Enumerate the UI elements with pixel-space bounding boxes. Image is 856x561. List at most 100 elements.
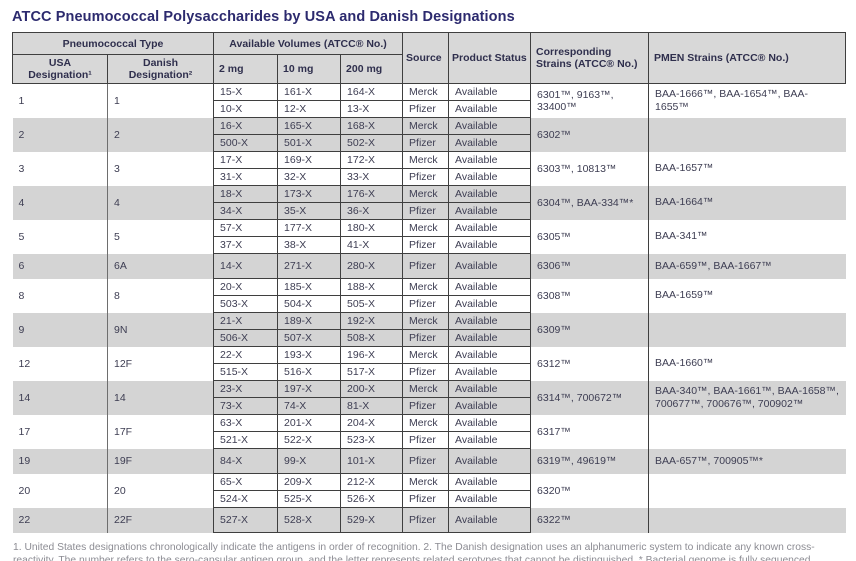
cell-pmen-strains: BAA-1666™, BAA-1654™, BAA-1655™ — [648, 83, 846, 118]
cell-danish-designation: 12F — [107, 346, 215, 381]
cell-corresponding-strains: 6306™ — [530, 253, 650, 279]
cell-volume-2mg: 15-X — [213, 83, 279, 101]
cell-volume-2mg: 63-X — [213, 414, 279, 432]
table-row: 34-X 35-X 36-X Pfizer Available — [13, 202, 846, 220]
cell-source: Pfizer — [402, 295, 450, 313]
table-row: 4 4 18-X 173-X 176-X Merck Available 6304™, BAA… — [12, 185, 846, 220]
cell-volume-200mg: 529-X — [340, 507, 404, 533]
cell-volume-2mg: 73-X — [213, 397, 279, 415]
cell-volume-10mg: 74-X — [277, 397, 342, 415]
cell-volume-2mg: 503-X — [213, 295, 279, 313]
cell-volume-10mg: 12-X — [277, 100, 342, 118]
table-row: 12 12F 22-X 193-X 196-X Merck Available 6312™ BA… — [12, 346, 846, 381]
cell-volume-10mg: 507-X — [277, 329, 342, 347]
table-body: 1 1 15-X 161-X 164-X Merck Available 6301™, 916… — [12, 83, 846, 533]
cell-corresponding-strains: 6309™ — [530, 312, 650, 347]
cell-volume-200mg: 164-X — [340, 83, 404, 101]
header-available-volumes: Available Volumes (ATCC® No.) — [213, 32, 404, 55]
cell-volume-10mg: 209-X — [277, 473, 342, 491]
pneumococcal-table: Pneumococcal Type Available Volumes (ATC… — [11, 32, 847, 533]
cell-product-status: Available — [448, 397, 532, 415]
cell-source: Pfizer — [402, 448, 450, 474]
cell-product-status: Available — [448, 202, 532, 220]
cell-product-status: Available — [448, 83, 532, 101]
cell-corresponding-strains: 6303™, 10813™ — [530, 151, 650, 186]
cell-volume-10mg: 185-X — [277, 278, 342, 296]
cell-pmen-strains — [648, 117, 846, 152]
cell-source: Pfizer — [402, 397, 450, 415]
cell-source: Merck — [402, 346, 450, 364]
cell-source: Pfizer — [402, 134, 450, 152]
cell-corresponding-strains: 6319™, 49619™ — [530, 448, 650, 474]
cell-volume-200mg: 280-X — [340, 253, 404, 279]
cell-product-status: Available — [448, 312, 532, 330]
cell-source: Merck — [402, 312, 450, 330]
cell-pmen-strains: BAA-340™, BAA-1661™, BAA-1658™, 700677™,… — [648, 380, 846, 415]
cell-source: Merck — [402, 380, 450, 398]
cell-volume-200mg: 196-X — [340, 346, 404, 364]
table-row: 22 22F 527-X 528-X 529-X Pfizer Available 6322™ — [12, 507, 846, 533]
header-source: Source — [402, 32, 450, 84]
cell-corresponding-strains: 6317™ — [530, 414, 650, 449]
cell-volume-200mg: 505-X — [340, 295, 404, 313]
cell-danish-designation: 6A — [107, 253, 215, 279]
table-row: 37-X 38-X 41-X Pfizer Available — [13, 236, 846, 254]
cell-usa-designation: 20 — [12, 473, 108, 508]
header-pmen-strains: PMEN Strains (ATCC® No.) — [648, 32, 847, 84]
cell-source: Merck — [402, 219, 450, 237]
cell-volume-10mg: 201-X — [277, 414, 342, 432]
table-row: 6 6A 14-X 271-X 280-X Pfizer Available 6306™ BAA… — [12, 253, 846, 279]
header-2mg: 2 mg — [213, 54, 279, 84]
cell-corresponding-strains: 6301™, 9163™, 33400™ — [530, 83, 650, 118]
cell-source: Merck — [402, 473, 450, 491]
cell-volume-10mg: 173-X — [277, 185, 342, 203]
cell-volume-200mg: 36-X — [340, 202, 404, 220]
cell-volume-10mg: 161-X — [277, 83, 342, 101]
cell-source: Pfizer — [402, 202, 450, 220]
cell-source: Merck — [402, 185, 450, 203]
header-danish-designation: Danish Designation² — [106, 54, 215, 84]
cell-volume-2mg: 16-X — [213, 117, 279, 135]
cell-product-status: Available — [448, 490, 532, 508]
cell-volume-200mg: 204-X — [340, 414, 404, 432]
cell-volume-200mg: 172-X — [340, 151, 404, 169]
header-corresponding-strains: Corresponding Strains (ATCC® No.) — [530, 32, 650, 84]
cell-usa-designation: 14 — [12, 380, 108, 415]
cell-volume-200mg: 81-X — [340, 397, 404, 415]
cell-pmen-strains — [648, 507, 846, 533]
cell-pmen-strains — [648, 414, 846, 449]
cell-volume-2mg: 34-X — [213, 202, 279, 220]
cell-usa-designation: 6 — [12, 253, 108, 279]
cell-pmen-strains: BAA-1657™ — [648, 151, 846, 186]
cell-volume-10mg: 193-X — [277, 346, 342, 364]
table-row: 515-X 516-X 517-X Pfizer Available — [13, 363, 846, 381]
cell-source: Pfizer — [402, 168, 450, 186]
cell-volume-2mg: 21-X — [213, 312, 279, 330]
cell-volume-10mg: 35-X — [277, 202, 342, 220]
cell-volume-200mg: 200-X — [340, 380, 404, 398]
cell-usa-designation: 5 — [12, 219, 108, 254]
table-row: 73-X 74-X 81-X Pfizer Available — [13, 397, 846, 415]
cell-volume-2mg: 527-X — [213, 507, 279, 533]
cell-usa-designation: 8 — [12, 278, 108, 313]
header-pneumococcal-type: Pneumococcal Type — [11, 32, 215, 55]
cell-corresponding-strains: 6312™ — [530, 346, 650, 381]
cell-volume-200mg: 502-X — [340, 134, 404, 152]
cell-source: Pfizer — [402, 236, 450, 254]
cell-source: Pfizer — [402, 329, 450, 347]
cell-product-status: Available — [448, 295, 532, 313]
cell-volume-2mg: 65-X — [213, 473, 279, 491]
cell-volume-200mg: 212-X — [340, 473, 404, 491]
cell-danish-designation: 8 — [107, 278, 215, 313]
cell-product-status: Available — [448, 473, 532, 491]
cell-volume-2mg: 14-X — [213, 253, 279, 279]
cell-volume-200mg: 13-X — [340, 100, 404, 118]
cell-danish-designation: 1 — [107, 83, 215, 118]
cell-volume-10mg: 165-X — [277, 117, 342, 135]
cell-source: Pfizer — [402, 363, 450, 381]
cell-usa-designation: 19 — [12, 448, 108, 474]
cell-product-status: Available — [448, 507, 532, 533]
cell-volume-200mg: 41-X — [340, 236, 404, 254]
cell-pmen-strains — [648, 312, 846, 347]
